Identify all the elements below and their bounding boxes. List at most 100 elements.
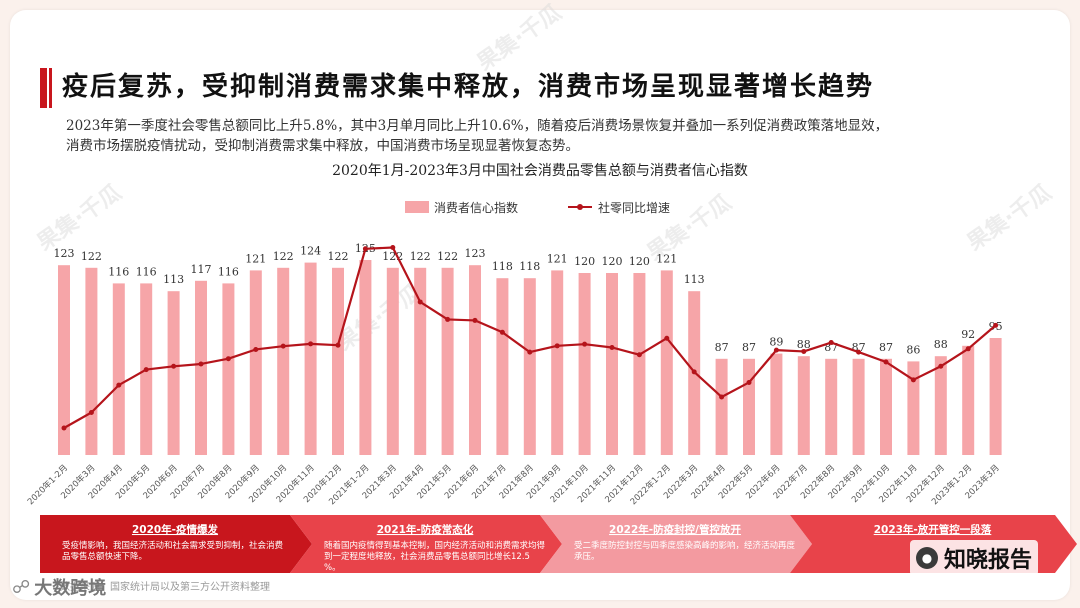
phase-text-line: 承压。 bbox=[574, 552, 600, 562]
summary-line-2: 消费市场摆脱疫情扰动，受抑制消费需求集中释放，中国消费市场呈现显著恢复态势。 bbox=[66, 138, 579, 154]
line-point bbox=[362, 246, 368, 252]
bar-series bbox=[58, 260, 1002, 455]
bar bbox=[578, 273, 591, 455]
bar-value-label: 123 bbox=[465, 247, 486, 260]
legend-swatch-bar bbox=[405, 201, 429, 213]
phase-text-line: 到一定程度地释放，社会消费品零售总额同比增长12.5 bbox=[324, 551, 530, 562]
title-accent-bar-thin bbox=[49, 68, 52, 108]
line-point bbox=[527, 349, 533, 355]
logo-right: ● 知晓报告 bbox=[910, 540, 1039, 576]
bar-value-label: 92 bbox=[961, 328, 975, 341]
bar bbox=[469, 265, 481, 455]
bar-value-label: 116 bbox=[218, 265, 239, 278]
line-point bbox=[280, 343, 286, 349]
line-point bbox=[664, 335, 670, 341]
bar bbox=[386, 267, 399, 455]
phase-banner: 2020年-疫情爆发受疫情影响，我国经济活动和社会需求受到抑制，社会消费品零售总… bbox=[40, 515, 1077, 573]
logo-left: ☍ 大数跨境 bbox=[12, 574, 106, 600]
bar bbox=[441, 267, 454, 455]
phase-chevron-1 bbox=[40, 515, 312, 573]
line-point bbox=[856, 349, 862, 355]
bar bbox=[222, 283, 235, 455]
wechat-icon: ● bbox=[916, 547, 938, 569]
page-title: 疫后复苏，受抑制消费需求集中释放，消费市场呈现显著增长趋势 bbox=[62, 72, 875, 102]
bar bbox=[58, 265, 70, 455]
legend-marker-line bbox=[577, 204, 583, 210]
line-point bbox=[883, 359, 889, 365]
line-point bbox=[938, 363, 944, 369]
bar-value-label: 86 bbox=[906, 343, 920, 356]
line-point bbox=[61, 425, 67, 431]
bar bbox=[660, 270, 673, 455]
bar-value-label: 88 bbox=[797, 338, 811, 351]
bar-value-label: 122 bbox=[410, 250, 431, 263]
phase-title-4: 2023年-放开管控一段落 bbox=[874, 523, 992, 536]
bar bbox=[797, 356, 810, 455]
bar bbox=[907, 361, 920, 455]
source-note: 数据来源：国家统计局以及第三方公开资料整理 bbox=[60, 582, 270, 593]
bar-value-label: 116 bbox=[108, 265, 129, 278]
line-point bbox=[746, 379, 752, 385]
bar-value-label: 87 bbox=[715, 341, 729, 354]
phase-text-line: 受二季度防控封控与四季度感染高峰的影响，经济活动再度 bbox=[574, 540, 796, 551]
bar-value-label: 120 bbox=[574, 255, 595, 268]
phase-text-line: 受疫情影响，我国经济活动和社会需求受到抑制，社会消费 bbox=[62, 540, 284, 551]
line-point bbox=[253, 346, 259, 352]
line-point bbox=[554, 343, 560, 349]
phase-title-3: 2022年-防疫封控/管控放开 bbox=[609, 523, 741, 536]
logo-left-text: 大数跨境 bbox=[34, 578, 107, 599]
line-point bbox=[171, 363, 177, 369]
bar bbox=[414, 267, 427, 455]
bar bbox=[304, 262, 317, 455]
bar-value-label: 87 bbox=[742, 341, 756, 354]
bar bbox=[606, 273, 618, 455]
line-point bbox=[308, 341, 314, 347]
line-point bbox=[582, 341, 588, 347]
phase-text-line: %。 bbox=[324, 563, 341, 573]
bar-value-label: 118 bbox=[492, 260, 513, 273]
bar-value-label: 124 bbox=[300, 245, 321, 258]
phase-chevron-2 bbox=[290, 515, 562, 573]
slide-card bbox=[10, 10, 1070, 600]
chart-title: 2020年1月-2023年3月中国社会消费品零售总额与消费者信心指数 bbox=[332, 163, 748, 179]
line-series bbox=[61, 244, 999, 431]
bar bbox=[249, 270, 262, 455]
x-axis-labels: 2020年1-2月2020年3月2020年4月2020年5月2020年6月202… bbox=[25, 462, 1002, 507]
bar-value-label: 122 bbox=[273, 250, 294, 263]
bar bbox=[852, 358, 865, 455]
line-point bbox=[910, 377, 916, 383]
bar bbox=[332, 267, 344, 455]
line-point bbox=[993, 322, 999, 328]
title-accent-bar bbox=[40, 68, 47, 108]
line-point bbox=[965, 346, 971, 352]
bar-value-label: 121 bbox=[547, 252, 568, 265]
link-icon: ☍ bbox=[12, 576, 31, 598]
line-point bbox=[609, 344, 615, 350]
line-point bbox=[225, 356, 231, 362]
phase-text-2: 随着国内疫情得到基本控制，国内经济活动和消费需求均得到一定程度地释放，社会消费品… bbox=[324, 540, 546, 573]
bar-value-label: 113 bbox=[684, 273, 705, 286]
bar-value-label: 122 bbox=[328, 250, 349, 263]
phase-chevron-3 bbox=[540, 515, 812, 573]
summary-line-1: 2023年第一季度社会零售总额同比上升5.8%，其中3月单月同比上升10.6%，… bbox=[66, 118, 889, 134]
bar bbox=[770, 353, 783, 455]
line-point bbox=[88, 409, 94, 415]
bar bbox=[551, 270, 564, 455]
bar-value-label: 88 bbox=[934, 338, 948, 351]
bar bbox=[277, 267, 290, 455]
bar-value-label: 118 bbox=[519, 260, 540, 273]
phase-text-line: 随着国内疫情得到基本控制，国内经济活动和消费需求均得 bbox=[324, 540, 546, 551]
bar bbox=[85, 267, 98, 455]
bar-value-label: 122 bbox=[81, 250, 102, 263]
line-point bbox=[636, 352, 642, 358]
legend-label-line: 社零同比增速 bbox=[598, 200, 670, 215]
bar-value-label: 122 bbox=[437, 250, 458, 263]
line-point bbox=[390, 244, 396, 250]
line-point bbox=[116, 382, 122, 388]
line-point bbox=[719, 394, 725, 400]
line-point bbox=[198, 361, 204, 367]
bar bbox=[195, 280, 207, 455]
bar bbox=[167, 291, 180, 455]
bar-value-label: 87 bbox=[879, 341, 893, 354]
